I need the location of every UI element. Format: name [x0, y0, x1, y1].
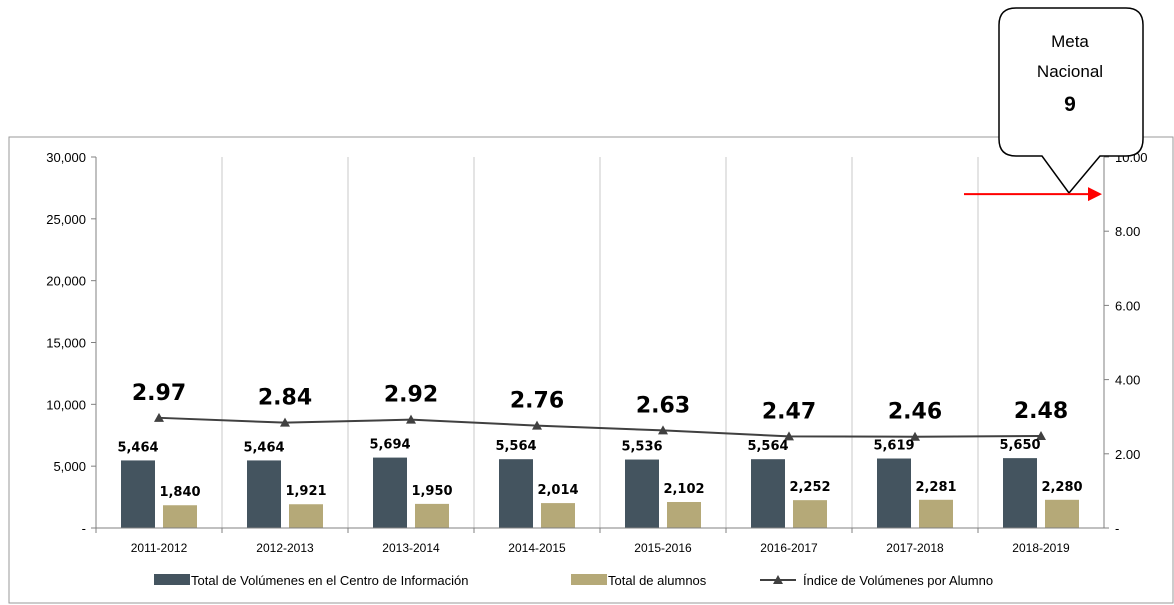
callout-line1: Meta — [1051, 32, 1089, 51]
bar-alumnos — [289, 504, 323, 528]
x-tick-label: 2013-2014 — [382, 541, 440, 555]
bar-volumenes — [751, 459, 785, 528]
legend-swatch-alumnos — [571, 574, 607, 585]
legend-label-alumnos: Total de alumnos — [608, 573, 707, 588]
target-arrow — [964, 187, 1102, 202]
arrow-head — [1088, 187, 1102, 202]
data-label-alumnos: 2,281 — [915, 480, 956, 495]
x-tick-label: 2018-2019 — [1012, 541, 1070, 555]
data-label-volumenes: 5,564 — [495, 439, 536, 454]
index-point — [532, 420, 542, 430]
legend-label-indice: Índice de Volúmenes por Alumno — [803, 573, 993, 588]
data-label-indice: 2.63 — [636, 393, 690, 418]
bar-volumenes — [373, 457, 407, 528]
meta-nacional-callout: Meta Nacional 9 — [998, 7, 1144, 195]
legend: Total de Volúmenes en el Centro de Infor… — [154, 573, 993, 588]
y-right-tick-label: 6.00 — [1115, 298, 1140, 313]
data-label-alumnos: 1,950 — [411, 484, 452, 499]
x-tick-label: 2017-2018 — [886, 541, 944, 555]
data-label-indice: 2.84 — [258, 386, 312, 411]
x-tick-label: 2014-2015 — [508, 541, 566, 555]
callout-line2: Nacional — [1037, 62, 1103, 81]
bar-alumnos — [793, 500, 827, 528]
data-label-indice: 2.47 — [762, 399, 816, 424]
bar-volumenes — [1003, 458, 1037, 528]
y-left-tick-label: 10,000 — [46, 397, 86, 412]
data-label-alumnos: 1,921 — [285, 484, 326, 499]
y-right-tick-label: 4.00 — [1115, 373, 1140, 388]
index-point — [406, 414, 416, 424]
data-label-alumnos: 1,840 — [159, 485, 200, 500]
data-label-volumenes: 5,650 — [999, 438, 1040, 453]
bar-alumnos — [163, 505, 197, 528]
data-label-alumnos: 2,280 — [1041, 480, 1082, 495]
index-point — [784, 431, 794, 441]
y-left-tick-label: 15,000 — [46, 336, 86, 351]
data-label-indice: 2.48 — [1014, 399, 1068, 424]
data-label-volumenes: 5,464 — [117, 440, 158, 455]
data-label-indice: 2.76 — [510, 389, 564, 414]
chart-frame — [8, 136, 1174, 604]
data-label-volumenes: 5,619 — [873, 439, 914, 454]
y-left-tick-label: 30,000 — [46, 150, 86, 165]
index-point — [154, 412, 164, 422]
y-left-tick-label: - — [82, 521, 86, 536]
data-label-volumenes: 5,564 — [747, 439, 788, 454]
bar-volumenes — [877, 458, 911, 528]
bar-alumnos — [541, 503, 575, 528]
data-label-indice: 2.97 — [132, 381, 186, 406]
data-label-alumnos: 2,014 — [537, 483, 578, 498]
vertical-gridlines — [221, 157, 979, 528]
bar-alumnos — [415, 503, 449, 528]
x-tick-label: 2011-2012 — [131, 541, 188, 555]
bar-volumenes — [121, 460, 155, 528]
index-point — [658, 425, 668, 435]
index-line — [158, 416, 1042, 438]
x-tick-label: 2012-2013 — [256, 541, 314, 555]
data-label-volumenes: 5,536 — [621, 440, 662, 455]
callout-bubble — [998, 7, 1144, 195]
index-point — [910, 431, 920, 441]
y-right-tick-label: - — [1115, 521, 1119, 536]
bar-volumenes — [625, 459, 659, 528]
bar-alumnos — [919, 499, 953, 528]
bar-alumnos — [1045, 499, 1079, 528]
bar-volumenes — [247, 460, 281, 528]
data-label-volumenes: 5,694 — [369, 438, 410, 453]
data-labels-group: 5,464 1,840 5,464 1,921 5,694 1,950 5,564 2,014… — [117, 381, 1082, 500]
y-right-tick-label: 2.00 — [1115, 447, 1140, 462]
data-label-volumenes: 5,464 — [243, 440, 284, 455]
bar-alumnos — [667, 502, 701, 528]
legend-swatch-volumenes — [154, 574, 190, 585]
index-point — [280, 417, 290, 427]
data-label-indice: 2.92 — [384, 383, 438, 408]
y-right-tick-label: 8.00 — [1115, 224, 1140, 239]
data-label-indice: 2.46 — [888, 400, 942, 425]
legend-marker-indice — [773, 575, 783, 584]
y-left-tick-label: 25,000 — [46, 212, 86, 227]
index-line-group — [154, 412, 1046, 441]
data-label-alumnos: 2,102 — [663, 482, 704, 497]
y-left-tick-label: 5,000 — [53, 459, 86, 474]
callout-value: 9 — [1064, 93, 1076, 116]
data-label-alumnos: 2,252 — [789, 480, 830, 495]
legend-label-volumenes: Total de Volúmenes en el Centro de Infor… — [191, 573, 469, 588]
axes-group: - 5,000 10,000 15,000 20,000 25,000 30,000 - 2.0… — [46, 150, 1147, 555]
bar-volumenes — [499, 459, 533, 528]
index-point — [1036, 430, 1046, 440]
x-tick-label: 2015-2016 — [634, 541, 692, 555]
y-left-tick-label: 20,000 — [46, 274, 86, 289]
x-tick-label: 2016-2017 — [760, 541, 818, 555]
bars-group — [121, 457, 1079, 528]
